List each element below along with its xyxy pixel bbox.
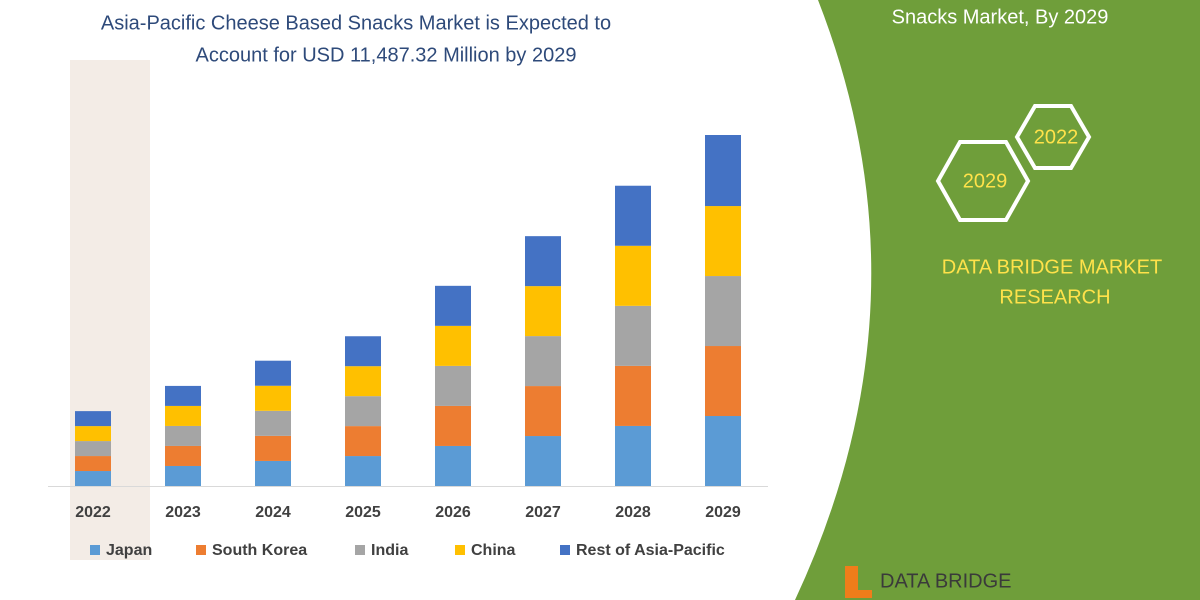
hexagon-label: 2022 (1034, 126, 1079, 148)
bar-segment (165, 445, 201, 466)
bar-segment (255, 360, 291, 386)
bar-segment (165, 425, 201, 446)
legend-swatch (455, 545, 465, 555)
bar-segment (75, 441, 111, 457)
bar-segment (705, 416, 741, 486)
bar-segment (165, 385, 201, 406)
bar-segment (255, 460, 291, 486)
logo-mark (845, 566, 872, 598)
bar-segment (525, 436, 561, 486)
legend-label: Japan (106, 542, 152, 559)
legend-swatch (355, 545, 365, 555)
x-tick-label: 2028 (615, 504, 651, 521)
bar-segment (255, 385, 291, 411)
brand-text: RESEARCH (999, 286, 1110, 308)
hexagon (1014, 104, 1092, 170)
bar-segment (75, 411, 111, 427)
x-tick-label: 2025 (345, 504, 381, 521)
legend-label: Rest of Asia-Pacific (576, 542, 725, 559)
bar-segment (435, 365, 471, 406)
bar-segment (705, 276, 741, 347)
x-tick-label: 2024 (255, 504, 291, 521)
bar-segment (165, 405, 201, 426)
bar-segment (525, 236, 561, 287)
bar-segment (255, 435, 291, 461)
bar-segment (75, 426, 111, 442)
x-tick-label: 2029 (705, 504, 741, 521)
bar-segment (435, 285, 471, 326)
bar-segment (435, 445, 471, 486)
brand-text: DATA BRIDGE MARKET (942, 256, 1162, 278)
bar-segment (705, 135, 741, 207)
legend-swatch (196, 545, 206, 555)
bar-segment (75, 471, 111, 486)
chart-title: Asia-Pacific Cheese Based Snacks Market … (101, 12, 611, 34)
hexagon-label: 2029 (963, 170, 1008, 192)
legend-label: South Korea (212, 542, 307, 559)
x-tick-label: 2023 (165, 504, 201, 521)
hexagon (935, 140, 1031, 222)
legend-swatch (90, 545, 100, 555)
panel-heading: Snacks Market, By 2029 (892, 6, 1109, 28)
x-tick-label: 2022 (75, 504, 111, 521)
bar-segment (255, 410, 291, 436)
bar-segment (525, 286, 561, 337)
logo-text: DATA BRIDGE (880, 570, 1012, 592)
chart-title: Account for USD 11,487.32 Million by 202… (196, 44, 577, 66)
bar-segment (705, 346, 741, 417)
x-tick-label: 2026 (435, 504, 471, 521)
bar-segment (705, 206, 741, 277)
bar-segment (615, 245, 651, 306)
bar-segment (525, 386, 561, 437)
bar-segment (435, 325, 471, 366)
bar-segment (345, 456, 381, 486)
bar-segment (345, 396, 381, 427)
bar-segment (165, 465, 201, 486)
bar-segment (615, 425, 651, 486)
legend-swatch (560, 545, 570, 555)
bar-segment (615, 305, 651, 366)
bar-segment (615, 365, 651, 426)
side-panel (795, 0, 1200, 600)
bar-segment (345, 426, 381, 457)
bar-segment (615, 185, 651, 246)
bar-segment (435, 405, 471, 446)
bar-segment (345, 366, 381, 397)
legend-label: China (471, 542, 516, 559)
bar-segment (345, 336, 381, 367)
bar-segment (525, 336, 561, 387)
legend-label: India (371, 542, 408, 559)
bar-segment (75, 456, 111, 472)
x-tick-label: 2027 (525, 504, 561, 521)
